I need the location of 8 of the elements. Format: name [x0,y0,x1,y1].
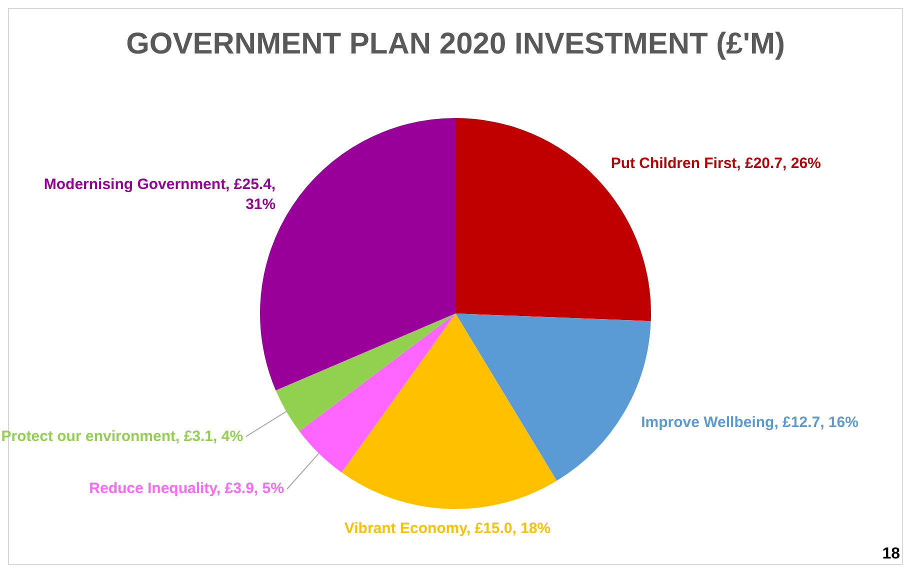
slice-label: Put Children First, £20.7, 26% [610,154,821,174]
text: 18 [882,545,900,562]
slice-label: Vibrant Economy, £15.0, 18% [344,518,551,539]
slice-label: Reduce Inequality, £3.9, 5% [89,479,284,500]
slice-label: Improve Wellbeing, £12.7, 16% [641,412,858,433]
chart-title: GOVERNMENT PLAN 2020 INVESTMENT (£'M) [126,27,785,60]
slice-label: Modernising Government, £25.4, 31% [42,174,276,215]
slice-label: Protect our environment, £3.1, 4% [1,426,244,447]
